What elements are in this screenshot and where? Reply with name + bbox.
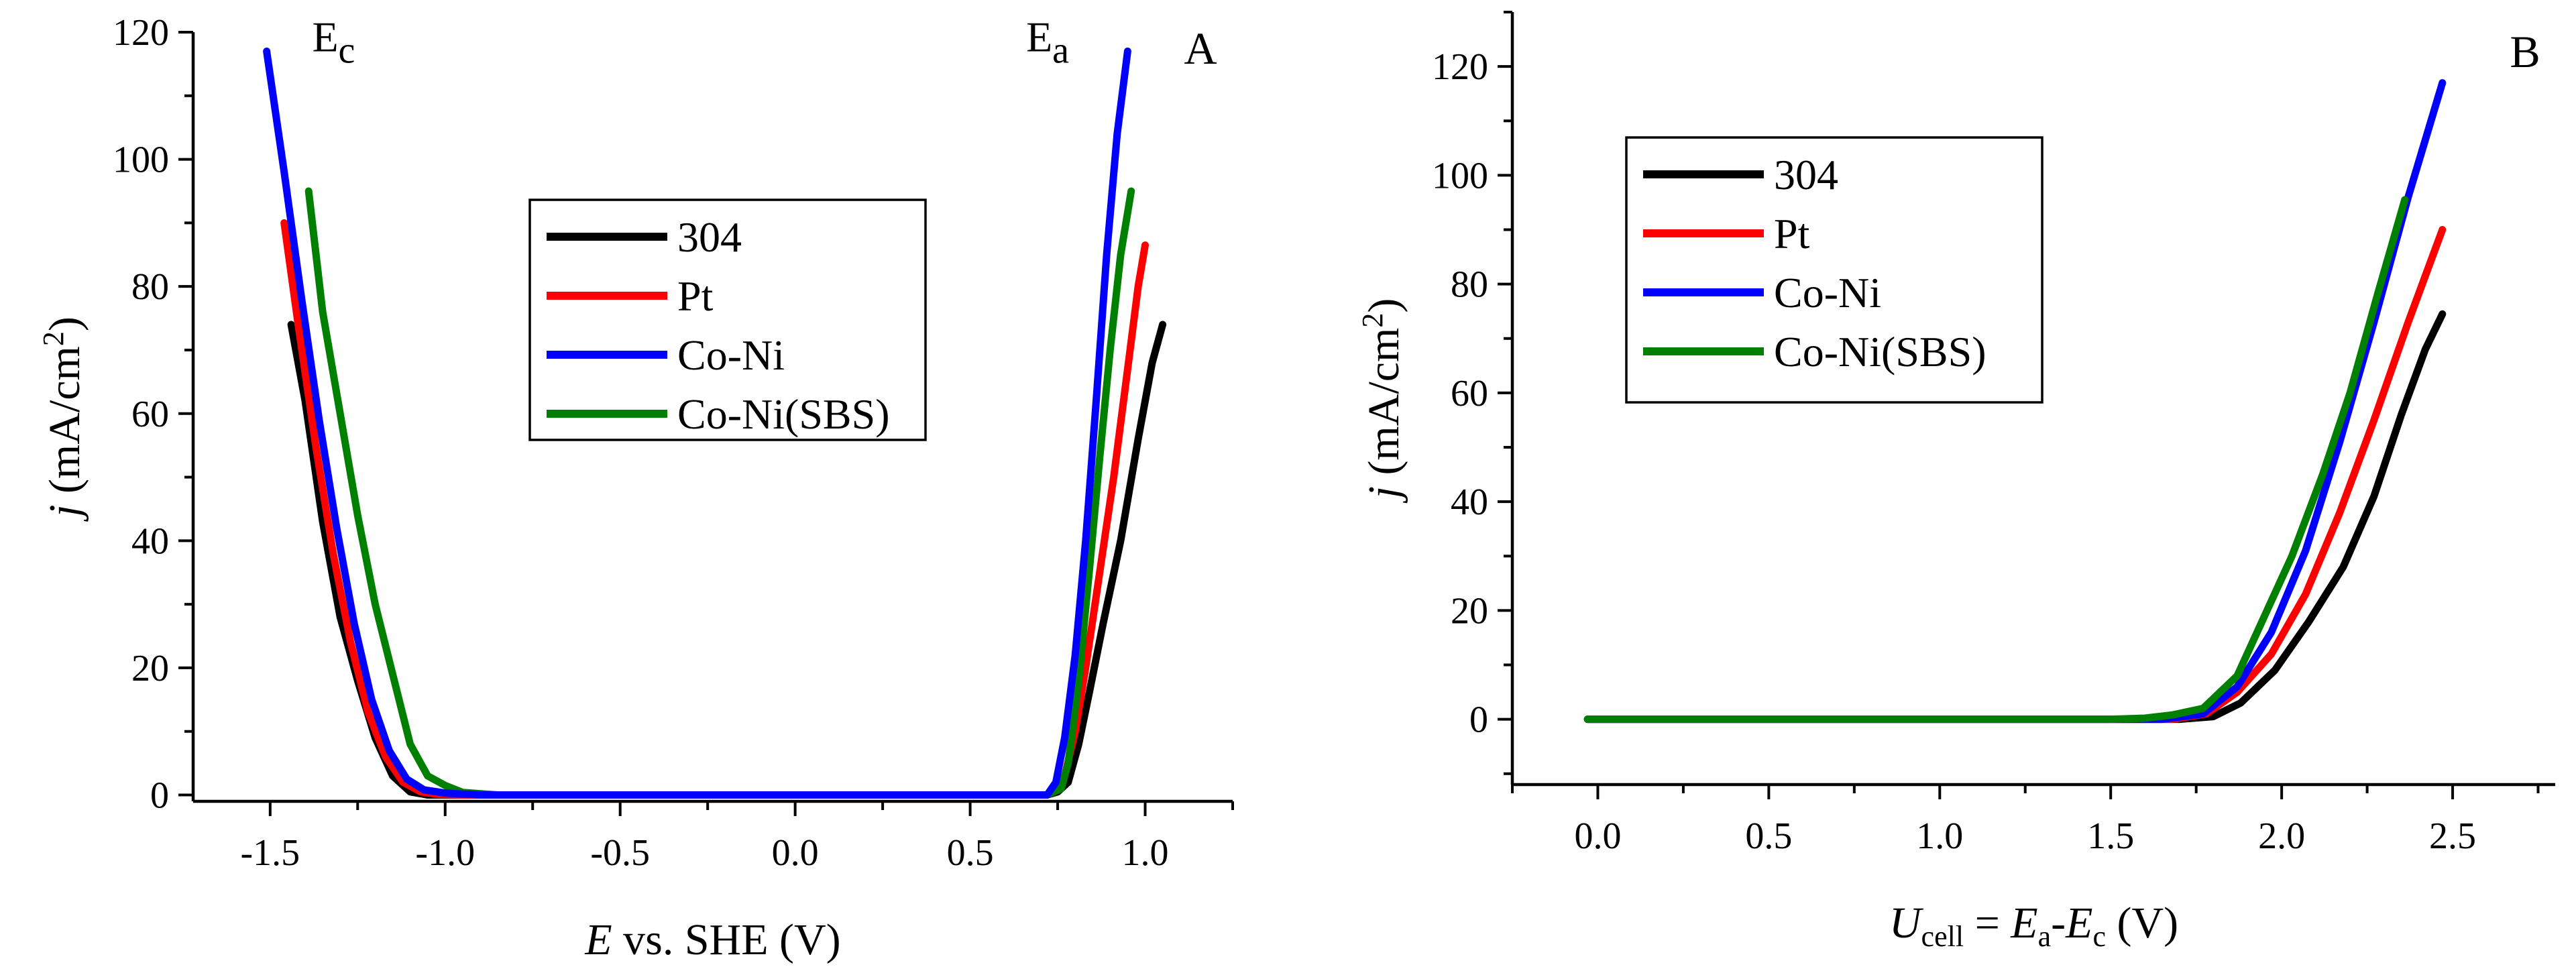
y-tick-label: 100 [1432, 155, 1488, 196]
x-tick-label: 1.5 [2087, 815, 2134, 857]
y-axis-label: j (mA/cm2) [1356, 298, 1408, 504]
x-tick-label: -0.5 [590, 832, 650, 874]
legend-label: Co-Ni [677, 331, 785, 379]
series-line-co-ni-sbs- [1583, 196, 2409, 724]
legend-box [1625, 136, 2043, 404]
y-tick-label: 20 [1451, 590, 1488, 632]
y-axis-label: j (mA/cm2) [37, 317, 89, 522]
x-tick-label: 0.0 [1574, 815, 1621, 857]
x-tick-label: 1.0 [1122, 832, 1169, 874]
x-tick-label: 2.0 [2258, 815, 2305, 857]
x-axis-label: E vs. SHE (V) [584, 915, 840, 964]
legend-label: 304 [1774, 151, 1838, 198]
x-tick-label: 0.5 [947, 832, 994, 874]
legend-label: Co-Ni(SBS) [1774, 328, 1986, 376]
x-tick-label: 1.0 [1916, 815, 1963, 857]
x-tick-label: 2.5 [2429, 815, 2476, 857]
y-tick-label: 120 [1432, 46, 1488, 88]
legend-label: Co-Ni [1774, 269, 1881, 317]
y-tick-label: 0 [1469, 699, 1488, 741]
chart-a: -1.5 -1.0 -0.5 0.0 0.5 1.0 0 20 40 60 80 100 120 304 P… [37, 12, 1234, 964]
series-line-co-ni [263, 47, 1131, 799]
x-axis-label: Ucell = Ea-Ec (V) [1889, 899, 2178, 953]
legend: 304 Pt Co-Ni Co-Ni(SBS) [528, 198, 927, 441]
legend-label: Pt [1774, 210, 1810, 257]
ea-label: Ea [1026, 13, 1069, 71]
panel-label: A [1184, 23, 1217, 74]
panel-label: B [2510, 26, 2540, 77]
y-tick-label: 60 [131, 394, 169, 435]
y-tick-label: 80 [1451, 264, 1488, 306]
x-tick-label: 0.0 [772, 832, 819, 874]
y-tick-label: 0 [150, 775, 169, 817]
chart-b: 0.0 0.5 1.0 1.5 2.0 2.5 0 20 40 60 80 100 120 304 Pt Co… [1356, 11, 2555, 953]
legend-label: Co-Ni(SBS) [677, 390, 890, 438]
y-tick-label: 120 [113, 12, 169, 54]
legend: 304 Pt Co-Ni Co-Ni(SBS) [1625, 136, 2043, 404]
y-tick-label: 40 [131, 520, 169, 562]
x-tick-label: -1.0 [415, 832, 475, 874]
x-tick-label: -1.5 [240, 832, 300, 874]
y-tick-label: 80 [131, 266, 169, 308]
x-tick-label: 0.5 [1745, 815, 1792, 857]
y-tick-label: 100 [113, 139, 169, 181]
ec-label: Ec [312, 13, 355, 71]
legend-label: Pt [677, 272, 714, 320]
y-tick-label: 20 [131, 648, 169, 689]
legend-label: 304 [677, 213, 742, 261]
y-tick-label: 40 [1451, 481, 1488, 523]
y-tick-label: 60 [1451, 373, 1488, 414]
